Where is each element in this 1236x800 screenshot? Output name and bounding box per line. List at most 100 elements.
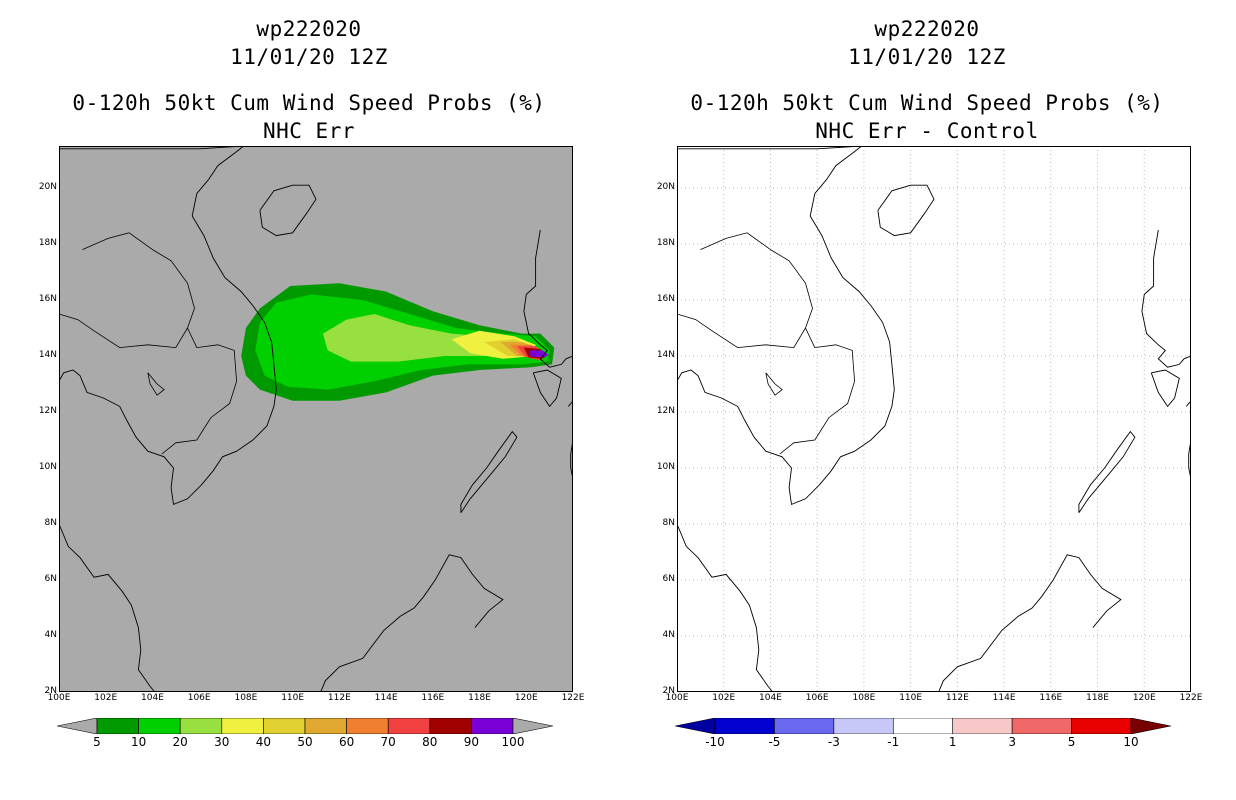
date-title: 11/01/20 12Z <box>848 45 1006 69</box>
coastlines <box>59 146 573 692</box>
lat-tick-label: 20N <box>656 182 675 192</box>
lon-tick-label: 100E <box>665 693 689 703</box>
map-canvas <box>677 146 1191 692</box>
lat-tick-label: 2N <box>44 686 57 696</box>
lon-tick-label: 108E <box>234 693 258 703</box>
map-background <box>677 146 1191 692</box>
colorbar-swatch <box>387 717 431 735</box>
colorbar-swatch <box>138 717 181 735</box>
colorbar-label: 90 <box>463 735 480 749</box>
colorbar-label: 5 <box>1067 735 1076 749</box>
lon-tick-label: 114E <box>374 693 398 703</box>
lat-tick-label: 20N <box>38 182 57 192</box>
product-title: 0-120h 50kt Cum Wind Speed Probs (%) <box>72 91 546 115</box>
lon-tick-label: 118E <box>468 693 491 703</box>
colorbar-label: 30 <box>214 735 230 749</box>
graticule <box>677 146 1191 692</box>
colorbar-label: 20 <box>172 735 188 749</box>
colorbar-swatches <box>56 717 554 735</box>
lat-tick-label: 10N <box>38 462 57 472</box>
colorbar-swatch <box>471 717 514 735</box>
colorbar-swatch <box>179 717 223 735</box>
lon-tick-label: 120E <box>1132 693 1156 703</box>
difference-colorbar: -10 -5 -3 -1 1 3 5 10 <box>674 717 1172 749</box>
colorbar-swatch <box>892 717 954 735</box>
coastlines <box>677 146 1191 692</box>
colorbar-label: 100 <box>501 735 525 749</box>
colorbar-swatch <box>346 717 389 735</box>
lon-tick-label: 102E <box>712 693 736 703</box>
colorbar-swatch <box>714 717 775 735</box>
colorbar-label: -10 <box>705 735 725 749</box>
colorbar-label: 5 <box>93 735 101 749</box>
lon-tick-label: 112E <box>327 693 351 703</box>
colorbar-low-arrow <box>674 717 716 735</box>
colorbar-high-arrow <box>1130 717 1172 735</box>
colorbar-label: 60 <box>338 735 355 749</box>
colorbar-swatch <box>96 717 139 735</box>
lat-tick-label: 16N <box>656 294 675 304</box>
product-title: 0-120h 50kt Cum Wind Speed Probs (%) <box>690 91 1164 115</box>
lat-tick-label: 12N <box>656 406 675 416</box>
colorbar-label: -3 <box>827 735 840 749</box>
lon-tick-label: 122E <box>561 693 585 703</box>
lon-tick-label: 106E <box>187 693 211 703</box>
colorbar-swatch <box>304 717 347 735</box>
colorbar-swatch <box>774 717 835 735</box>
subtitle: NHC Err - Control <box>815 119 1039 143</box>
storm-id-title: wp222020 <box>874 17 980 41</box>
lat-tick-label: 10N <box>656 462 675 472</box>
map-frame <box>59 146 573 692</box>
colorbar-label: 1 <box>948 735 957 749</box>
probability-map <box>59 146 573 692</box>
probability-colorbar: 5 10 20 30 40 50 60 70 80 90 100 <box>56 717 554 749</box>
colorbar-swatch <box>263 717 306 735</box>
lon-tick-label: 104E <box>759 693 782 703</box>
lat-tick-label: 4N <box>662 630 675 640</box>
right-panel: wp222020 11/01/20 12Z 0-120h 50kt Cum Wi… <box>618 0 1236 800</box>
colorbar-label: 40 <box>255 735 272 749</box>
lon-tick-label: 108E <box>852 693 876 703</box>
lat-tick-label: 6N <box>44 574 57 584</box>
lon-tick-label: 100E <box>47 693 71 703</box>
date-title: 11/01/20 12Z <box>230 45 388 69</box>
map-background <box>59 146 573 692</box>
colorbar-low-arrow <box>56 717 98 735</box>
colorbar-swatch <box>1011 717 1072 735</box>
subtitle: NHC Err <box>262 119 355 143</box>
colorbar-label: 70 <box>380 735 396 749</box>
lon-tick-label: 118E <box>1086 693 1109 703</box>
colorbar-label: 80 <box>422 735 438 749</box>
lon-tick-label: 102E <box>94 693 118 703</box>
lat-tick-label: 6N <box>662 574 675 584</box>
lat-tick-label: 18N <box>38 238 57 248</box>
colorbar-label: 10 <box>1123 735 1139 749</box>
lat-tick-label: 12N <box>38 406 57 416</box>
colorbar-label: -1 <box>887 735 900 749</box>
lon-tick-label: 110E <box>899 693 923 703</box>
colorbar-high-arrow <box>512 717 554 735</box>
map-canvas <box>59 146 573 692</box>
lat-tick-label: 16N <box>38 294 57 304</box>
difference-map <box>677 146 1191 692</box>
colorbar-label: -5 <box>768 735 781 749</box>
colorbar-label: 3 <box>1008 735 1016 749</box>
lon-tick-label: 122E <box>1179 693 1203 703</box>
lat-tick-label: 4N <box>44 630 57 640</box>
lat-tick-label: 18N <box>656 238 675 248</box>
probability-swath <box>241 283 555 401</box>
colorbar-swatch <box>833 717 894 735</box>
lat-tick-label: 2N <box>662 686 675 696</box>
colorbar-swatches <box>674 717 1172 735</box>
lat-tick-label: 14N <box>38 350 57 360</box>
lon-tick-label: 112E <box>945 693 969 703</box>
lon-tick-label: 120E <box>514 693 538 703</box>
lat-tick-label: 8N <box>44 518 57 528</box>
colorbar-label: 10 <box>130 735 147 749</box>
lon-tick-label: 110E <box>281 693 305 703</box>
left-panel: wp222020 11/01/20 12Z 0-120h 50kt Cum Wi… <box>38 17 585 749</box>
lon-tick-label: 116E <box>421 693 445 703</box>
lon-tick-label: 106E <box>805 693 829 703</box>
lon-tick-label: 114E <box>992 693 1016 703</box>
colorbar-swatch <box>221 717 264 735</box>
